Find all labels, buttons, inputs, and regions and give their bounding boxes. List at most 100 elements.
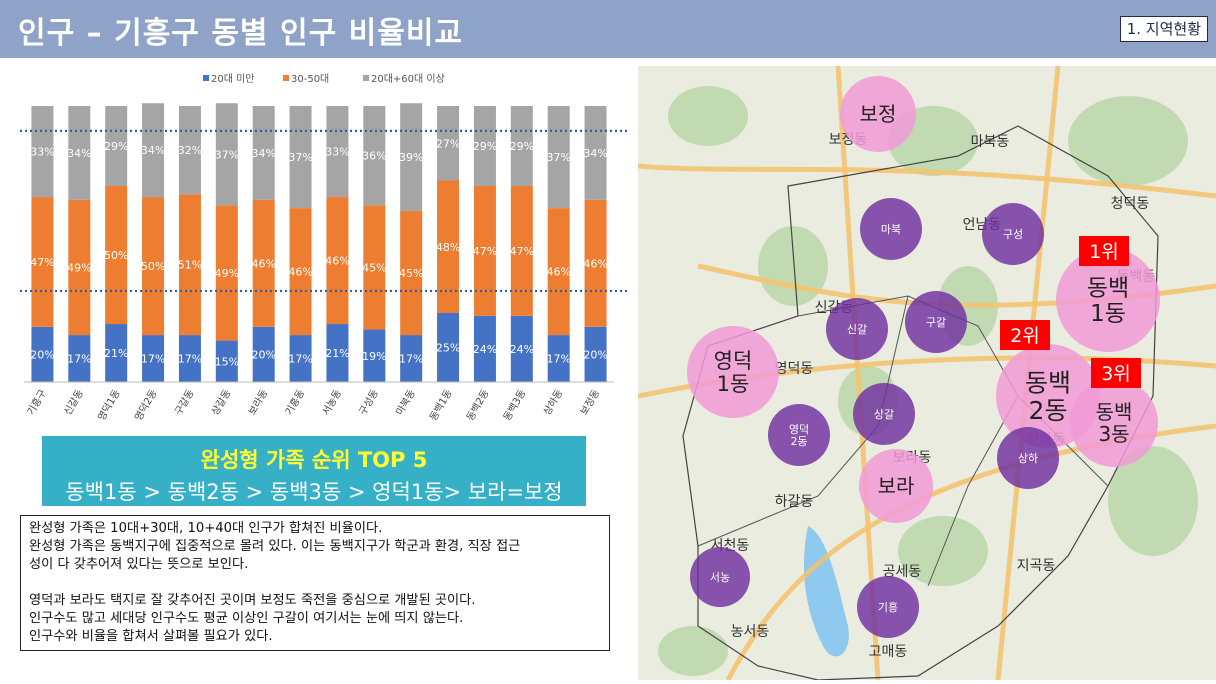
purple-dong-circle [905, 291, 967, 353]
purple-dong-circle-label: 구갈 [926, 315, 946, 329]
data-label: 32% [178, 144, 202, 157]
bar-segment [437, 313, 460, 382]
lake [803, 526, 849, 657]
note-line: 성이 다 갖추어져 있다는 뜻으로 보인다. [29, 557, 249, 572]
region-map: 보정동마북동언남동청덕동동백동신갈동영덕동보라동하갈동상하동서천동공세동지곡동농… [637, 65, 1216, 682]
bar-segment [400, 210, 423, 336]
bar-segment [363, 205, 386, 330]
bar-segment [105, 106, 128, 187]
legend-swatch [283, 75, 289, 81]
analysis-note: 완성형 가족은 10대+30대, 10+40대 인구가 합쳐진 비율이다. 완성… [20, 515, 610, 651]
purple-dong-circle-label: 마북 [881, 223, 901, 236]
note-line: 인구수도 많고 세대당 인구수도 평균 이상인 구갈이 여기서는 눈에 띄지 않… [29, 611, 464, 626]
data-label: 27% [436, 137, 460, 150]
data-label: 17% [178, 353, 202, 366]
x-tick-label: 구갈동 [171, 387, 196, 417]
bar-segment [68, 335, 91, 382]
bar-segment [547, 335, 570, 382]
x-tick-label: 동백2동 [464, 388, 491, 423]
bar-segment [473, 315, 496, 382]
data-label: 33% [325, 146, 349, 159]
green-area [898, 516, 988, 586]
header-bar: 인구 – 기흥구 동별 인구 비율비교 1. 지역현황 [0, 0, 1216, 58]
green-area [668, 86, 748, 146]
bar-segment [473, 186, 496, 316]
data-label: 34% [67, 147, 91, 160]
bar-segment [584, 326, 607, 382]
pink-dong-circle-label: 3동 [1098, 422, 1129, 446]
data-label: 47% [510, 245, 534, 258]
data-label: 34% [251, 147, 275, 160]
pink-dong-circle-label: 1동 [717, 372, 750, 396]
rank-badge [1079, 236, 1129, 266]
bar-segment [584, 106, 607, 200]
pink-dong-circle-label: 동백 [1025, 368, 1071, 397]
purple-dong-circle [768, 404, 830, 466]
data-label: 47% [30, 256, 54, 269]
purple-dong-circle-label: 상하 [1018, 451, 1038, 465]
data-label: 20% [30, 348, 54, 361]
data-label: 37% [288, 151, 312, 164]
rank-badge-label: 3위 [1101, 363, 1131, 385]
data-label: 34% [141, 144, 165, 157]
data-label: 37% [215, 148, 239, 161]
pink-dong-circle [859, 449, 933, 523]
map-place-label: 마북동 [971, 134, 1010, 150]
bar-segment [178, 194, 201, 336]
purple-dong-circle-label: 구성 [1003, 228, 1023, 241]
data-label: 33% [30, 146, 54, 159]
note-line: 완성형 가족은 동백지구에 집중적으로 몰려 있다. 이는 동백지구가 학군과 … [29, 539, 521, 554]
bar-segment [326, 197, 349, 325]
district-boundary [682, 125, 1159, 681]
purple-dong-circle-label: 2동 [790, 435, 807, 448]
data-label: 29% [473, 140, 497, 153]
data-label: 50% [141, 260, 165, 273]
bar-segment [215, 205, 238, 341]
bar-segment [68, 199, 91, 336]
x-tick-label: 기흥구 [24, 387, 49, 417]
road [637, 163, 1216, 199]
data-label: 25% [436, 342, 460, 355]
bar-segment [252, 326, 275, 382]
data-label: 37% [546, 151, 570, 164]
data-label: 17% [141, 353, 165, 366]
x-tick-label: 구성동 [357, 388, 381, 418]
pink-dong-circle-label: 보라 [878, 474, 915, 498]
bar-segment [437, 106, 460, 181]
map-place-label: 공세동 [883, 564, 922, 580]
data-label: 39% [399, 151, 423, 164]
pink-dong-circle-label: 1동 [1090, 301, 1126, 327]
bar-segment [178, 335, 201, 382]
x-tick-label: 기흥동 [282, 387, 307, 417]
map-place-label: 청덕동 [1111, 196, 1150, 212]
legend-swatch [203, 75, 209, 81]
bar-segment [215, 103, 238, 206]
bar-segment [584, 199, 607, 327]
x-tick-label: 마북동 [394, 388, 418, 418]
bar-segment [363, 329, 386, 382]
purple-dong-circle-label: 상갈 [874, 407, 894, 421]
legend-label: 20대 미만 [211, 73, 255, 85]
legend-swatch [363, 75, 369, 81]
data-label: 46% [546, 266, 570, 279]
rank-badge-label: 2위 [1010, 325, 1040, 347]
data-label: 21% [104, 347, 128, 360]
bar-segment [510, 186, 533, 316]
map-place-label: 농서동 [731, 624, 770, 640]
pink-dong-circle [687, 326, 779, 418]
bar-segment [400, 335, 423, 382]
data-label: 17% [67, 353, 91, 366]
data-label: 17% [399, 353, 423, 366]
bar-segment [547, 106, 570, 209]
green-area [1108, 446, 1198, 556]
purple-dong-circle-label: 서농 [710, 571, 730, 584]
x-tick-label: 상하동 [540, 387, 565, 417]
x-tick-label: 동백1동 [427, 388, 454, 423]
note-line: 완성형 가족은 10대+30대, 10+40대 인구가 합쳐진 비율이다. [29, 521, 383, 536]
chart-svg: 20대 미만 30-50대 20대+60대 이상 20% 47% 33% 기흥구 17% 49%… [20, 73, 630, 423]
data-label: 20% [251, 348, 275, 361]
top5-ranking: 동백1동 > 동백2동 > 동백3동 > 영덕1동> 보라=보정 [65, 480, 563, 504]
bar-segment [142, 103, 165, 198]
data-label: 29% [510, 140, 534, 153]
data-label: 20% [583, 348, 607, 361]
